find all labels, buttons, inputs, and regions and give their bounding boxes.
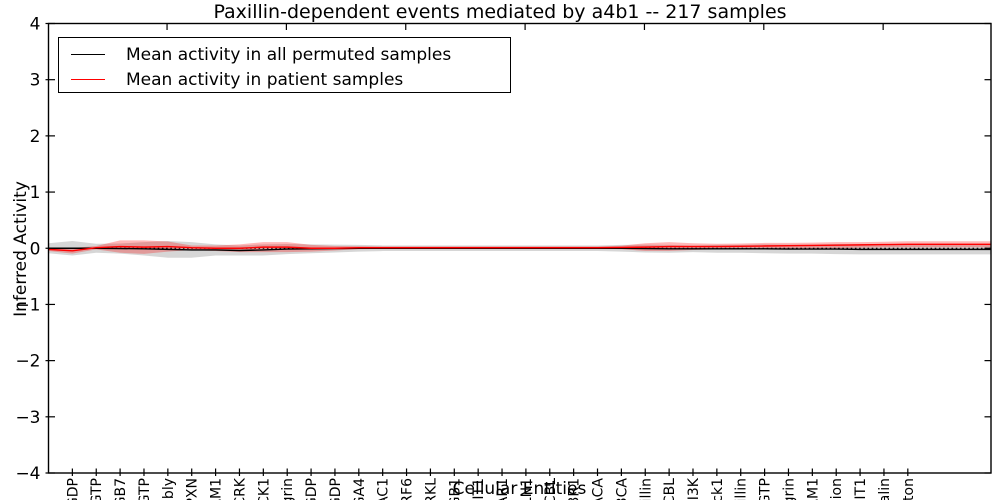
permuted-line-swatch-icon	[71, 54, 105, 55]
y-axis-label: Inferred Activity	[11, 181, 31, 317]
y-tick-label: 0	[30, 239, 41, 259]
x-tick-label: PIK3R1	[567, 478, 583, 500]
x-tick-label: mol:GDP	[65, 478, 81, 500]
x-tick-label: PXN	[185, 478, 201, 500]
x-tick-label: ITGB1	[447, 478, 463, 500]
y-tick-label: −2	[15, 352, 40, 372]
y-tick-label: −3	[15, 408, 40, 428]
patient-mean-line	[48, 243, 991, 252]
x-tick-label: mol:GTP	[89, 478, 105, 500]
x-tick-label: ARF6	[400, 478, 416, 500]
x-tick-label: alpha4/beta1 Integrin/Paxillin/Talin	[877, 478, 893, 500]
x-tick-label: PRKACA	[591, 478, 607, 500]
y-tick-label: 4	[30, 15, 41, 35]
x-tick-label: GIT1	[471, 478, 487, 500]
x-tick-label: p130Cas/Crk/Dock1	[710, 478, 726, 500]
x-tick-label: ITGA4	[352, 478, 368, 500]
x-tick-label: CRKL	[423, 478, 439, 500]
x-tick-label: alpha4/beta7 Integrin/Paxillin	[638, 478, 654, 500]
x-tick-label: CBL	[543, 478, 559, 500]
x-tick-label: alpha4/beta7 Integrin	[280, 478, 296, 500]
x-tick-label: Rac1/GDP	[328, 478, 344, 500]
permuted-std-band	[48, 240, 991, 258]
chart-title: Paxillin-dependent events mediated by a4…	[213, 1, 787, 23]
x-tick-label: alpha4/beta1 Integrin/Paxillin	[734, 478, 750, 500]
legend-entry-permuted: Mean activity in all permuted samples	[59, 42, 510, 67]
x-tick-label: alpha4/beta1 Integrin/Paxillin/VCAM1	[805, 478, 821, 500]
y-tick-label: 3	[30, 71, 41, 91]
y-tick-label: −4	[15, 464, 40, 484]
x-tick-label: VCAM1	[209, 478, 225, 500]
x-tick-label: Rac1/GTP	[137, 478, 153, 500]
legend: Mean activity in all permuted samples Me…	[58, 37, 511, 93]
x-tick-label: lamellipodium assembly	[161, 478, 177, 500]
legend-label-patient: Mean activity in patient samples	[126, 69, 404, 90]
x-tick-label: PIK3CA	[614, 478, 630, 500]
y-tick-label: 2	[30, 127, 41, 147]
legend-label-permuted: Mean activity in all permuted samples	[126, 44, 452, 65]
x-tick-label: BCAR1	[495, 478, 511, 500]
legend-entry-patient: Mean activity in patient samples	[59, 67, 510, 92]
x-tick-label: ARF6/GTP	[758, 478, 774, 500]
x-tick-label: cell adhesion	[829, 478, 845, 500]
x-tick-label: RAC1	[376, 478, 392, 500]
x-tick-label: PI3K	[686, 477, 702, 500]
x-tick-label: alpha4/beta1 Integrin	[781, 478, 797, 500]
x-tick-label: ARF6/GDP	[304, 478, 320, 500]
y-tick-label: 1	[30, 183, 41, 203]
x-tick-label: alpha4/beta1 Integrin/Paxillin/Talin/Act…	[901, 478, 917, 500]
x-tick-label: ITGB7	[113, 478, 129, 500]
x-tick-label: alpha4/beta1 Integrin/Paxillin/GIT1	[853, 478, 869, 500]
patient-line-swatch-icon	[71, 79, 105, 80]
x-tick-label: CRKL/CBL	[662, 478, 678, 500]
x-tick-label: CRK	[232, 477, 248, 500]
y-tick-label: −1	[15, 295, 40, 315]
x-axis-label: Cellular Entities	[452, 479, 587, 499]
x-tick-label: TLN1	[519, 478, 535, 500]
x-tick-label: DOCK1	[256, 478, 272, 500]
